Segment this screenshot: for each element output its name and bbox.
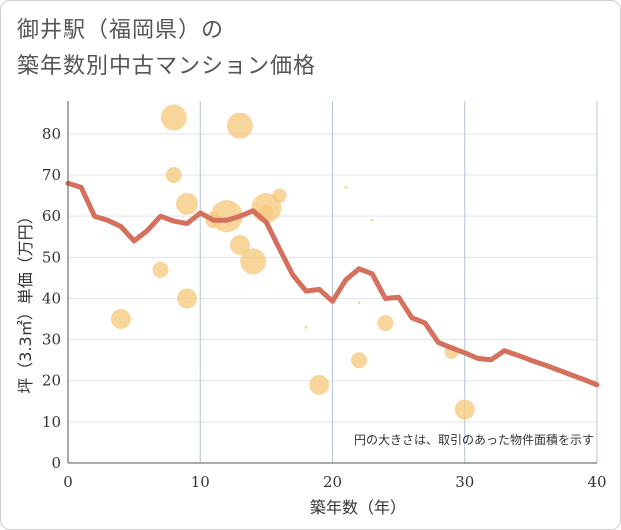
y-axis-title: 坪（3.3㎡）単価（万円）: [16, 208, 35, 393]
bubble-point: [454, 399, 475, 420]
bubble-point: [350, 352, 367, 369]
chart-title-line2: 築年数別中古マンション価格: [17, 54, 317, 79]
chart-title: 御井駅（福岡県）の 築年数別中古マンション価格: [17, 13, 316, 85]
chart-title-line1: 御井駅（福岡県）の: [17, 18, 225, 43]
bubble-point: [165, 167, 182, 184]
bubble-point: [210, 200, 243, 233]
y-tick-label: 30: [42, 331, 61, 349]
bubble-point: [177, 288, 198, 309]
bubble-point: [272, 188, 287, 203]
bubble-point: [357, 301, 361, 305]
x-tick-label: 40: [587, 473, 606, 491]
bubble-point: [309, 374, 330, 395]
bubble-point: [370, 218, 374, 222]
x-tick-labels: 0 10 20 30 40: [63, 473, 606, 491]
y-tick-label: 50: [42, 248, 61, 266]
bubble-point: [110, 309, 131, 330]
bubble-series: [110, 104, 475, 420]
average-price-line: [65, 180, 600, 388]
y-tick-label: 60: [42, 207, 61, 225]
y-tick-label: 20: [42, 372, 61, 390]
bubble-point: [152, 261, 169, 278]
bubble-point: [229, 234, 250, 255]
y-tick-label: 40: [42, 289, 61, 307]
x-tick-label: 30: [455, 473, 474, 491]
x-tick-label: 10: [191, 473, 210, 491]
bubble-point: [377, 315, 394, 332]
bubble-point: [160, 104, 187, 131]
bubble-point: [304, 325, 308, 329]
bubble-point: [226, 112, 253, 139]
y-tick-label: 0: [51, 454, 61, 472]
bubble-size-note: 円の大きさは、取引のあった物件面積を示す: [354, 432, 594, 447]
x-tick-label: 20: [323, 473, 342, 491]
bubble-point: [240, 248, 267, 275]
axes: [67, 101, 597, 464]
bubble-point: [176, 192, 199, 215]
bubble-point: [344, 185, 348, 189]
y-tick-label: 70: [42, 166, 61, 184]
y-tick-label: 80: [42, 125, 61, 143]
x-tick-label: 0: [63, 473, 73, 491]
y-tick-label: 10: [42, 413, 61, 431]
x-axis-title: 築年数（年）: [310, 498, 406, 517]
y-tick-labels: 0 10 20 30 40 50 60 70 80: [42, 125, 61, 472]
bubble-point: [259, 205, 274, 220]
